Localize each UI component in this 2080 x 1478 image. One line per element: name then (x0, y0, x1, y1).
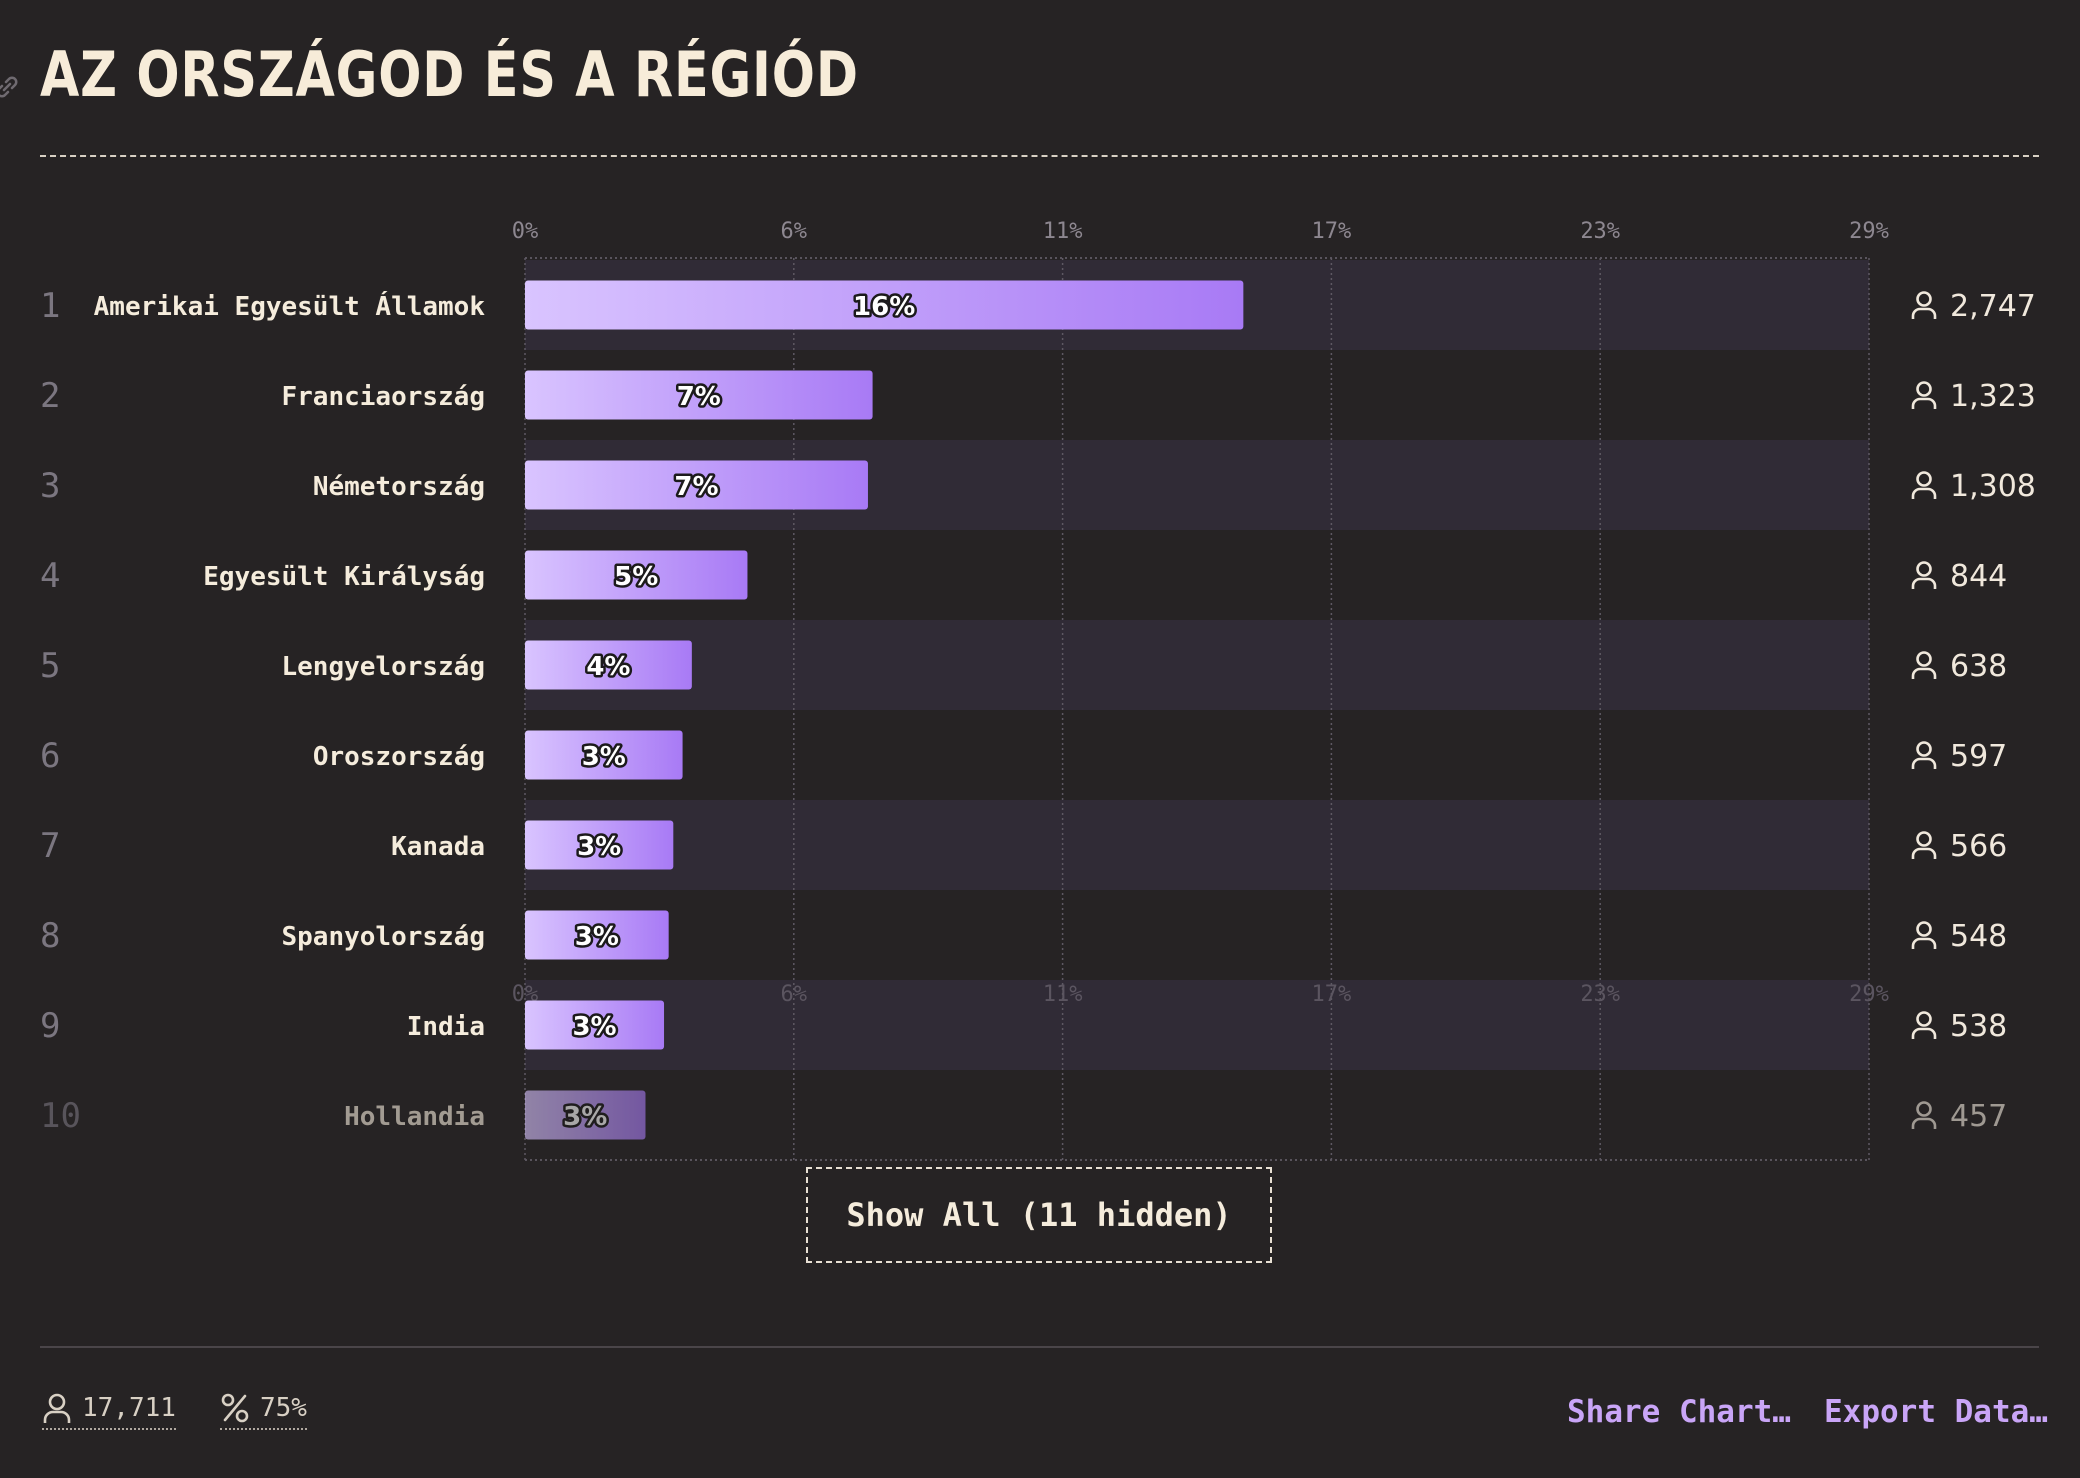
percent-value: 75% (260, 1393, 307, 1423)
country-label: Hollandia (344, 1102, 485, 1132)
bar (525, 370, 873, 420)
x-tick-label-top: 0% (512, 219, 539, 244)
bar (525, 640, 692, 690)
title-divider (40, 155, 2039, 157)
footer-divider (40, 1346, 2039, 1348)
bar-row: 8 Spanyolország 3% 548 (40, 910, 2007, 960)
x-tick-label-top: 11% (1043, 219, 1083, 244)
bar-value-label: 16% (853, 292, 915, 322)
total-respondents-stat[interactable]: 17,711 (42, 1392, 176, 1430)
rank-label: 9 (40, 1006, 60, 1046)
bar (525, 460, 868, 510)
rank-label: 6 (40, 736, 60, 776)
person-icon (1911, 381, 1937, 409)
country-label: Kanada (391, 832, 485, 862)
export-data-link[interactable]: Export Data… (1824, 1394, 2048, 1430)
country-label: Egyesült Királyság (203, 562, 485, 592)
bar-value-label: 7% (674, 472, 718, 502)
row-band (525, 800, 1869, 890)
person-icon (1911, 1101, 1937, 1129)
respondent-count: 2,747 (1950, 289, 2036, 324)
person-icon (43, 1393, 71, 1423)
rank-label: 1 (40, 286, 60, 326)
bar-value-label: 4% (586, 652, 630, 682)
bar (525, 910, 669, 960)
respondent-count: 1,308 (1950, 469, 2036, 504)
bar (525, 550, 748, 600)
bar-row: 7 Kanada 3% 566 (40, 820, 2007, 870)
country-label: Oroszország (313, 742, 485, 772)
show-all-button[interactable]: Show All (11 hidden) (806, 1167, 1272, 1263)
country-label: India (407, 1012, 485, 1042)
share-chart-link[interactable]: Share Chart… (1567, 1394, 1791, 1430)
rank-label: 5 (40, 646, 60, 686)
respondent-count: 638 (1950, 649, 2007, 684)
total-respondents-value: 17,711 (82, 1393, 176, 1423)
bar-row: 4 Egyesült Királyság 5% 844 (40, 550, 2007, 600)
bar-value-label: 3% (572, 1012, 616, 1042)
x-tick-label-bottom: 29% (1849, 982, 1889, 1007)
respondent-count: 457 (1950, 1099, 2007, 1134)
bar-value-label: 3% (577, 832, 621, 862)
person-icon (1911, 561, 1937, 589)
country-label: Spanyolország (282, 922, 486, 952)
row-band (525, 620, 1869, 710)
rank-label: 10 (40, 1096, 81, 1136)
bar (525, 1090, 646, 1140)
x-tick-label-top: 29% (1849, 219, 1889, 244)
person-icon (1911, 471, 1937, 499)
respondent-count: 1,323 (1950, 379, 2036, 414)
bar-row: 9 India 3% 538 (40, 1000, 2007, 1050)
bar-value-label: 3% (575, 922, 619, 952)
page-title: AZ ORSZÁGOD ÉS A RÉGIÓD (40, 38, 859, 111)
x-tick-label-bottom: 11% (1043, 982, 1083, 1007)
bar-row: 2 Franciaország 7% 1,323 (40, 370, 2036, 420)
bar-row: 5 Lengyelország 4% 638 (40, 640, 2007, 690)
x-tick-label-top: 23% (1580, 219, 1620, 244)
x-tick-label-bottom: 6% (781, 982, 808, 1007)
bar (525, 730, 683, 780)
person-icon (1911, 291, 1937, 319)
respondent-count: 538 (1950, 1009, 2007, 1044)
country-label: Franciaország (282, 382, 486, 412)
bar-row: 1 Amerikai Egyesült Államok 16% 2,747 (40, 280, 2036, 330)
country-label: Amerikai Egyesült Államok (94, 290, 486, 322)
bar-row: 3 Németország 7% 1,308 (40, 460, 2036, 510)
person-icon (1911, 741, 1937, 769)
row-band (525, 980, 1869, 1070)
person-icon (1911, 1011, 1937, 1039)
person-icon (1911, 651, 1937, 679)
bar-value-label: 7% (677, 382, 721, 412)
bar-row: 10 Hollandia 3% 457 (40, 1090, 2007, 1140)
rank-label: 3 (40, 466, 60, 506)
bar (525, 1000, 665, 1050)
rank-label: 7 (40, 826, 60, 866)
bar (525, 820, 674, 870)
country-label: Németország (313, 472, 485, 502)
link-icon[interactable] (0, 72, 22, 102)
respondent-count: 566 (1950, 829, 2007, 864)
bar-row: 6 Oroszország 3% 597 (40, 730, 2007, 780)
person-icon (1911, 921, 1937, 949)
respondent-count: 597 (1950, 739, 2007, 774)
bar-value-label: 3% (582, 742, 626, 772)
percent-icon (221, 1393, 249, 1423)
x-tick-label-top: 6% (781, 219, 808, 244)
rank-label: 4 (40, 556, 60, 596)
bar-value-label: 3% (563, 1102, 607, 1132)
percent-stat[interactable]: 75% (220, 1392, 307, 1430)
respondent-count: 844 (1950, 559, 2007, 594)
rank-label: 2 (40, 376, 60, 416)
x-tick-label-bottom: 23% (1580, 982, 1620, 1007)
bar-value-label: 5% (614, 562, 658, 592)
x-tick-label-top: 17% (1312, 219, 1352, 244)
x-tick-label-bottom: 17% (1312, 982, 1352, 1007)
rank-label: 8 (40, 916, 60, 956)
respondent-count: 548 (1950, 919, 2007, 954)
bar-chart: 0%0%6%6%11%11%17%17%23%23%29%29%1 Amerika… (40, 219, 2036, 1161)
bar (525, 280, 1244, 330)
country-label: Lengyelország (282, 652, 486, 682)
person-icon (1911, 831, 1937, 859)
